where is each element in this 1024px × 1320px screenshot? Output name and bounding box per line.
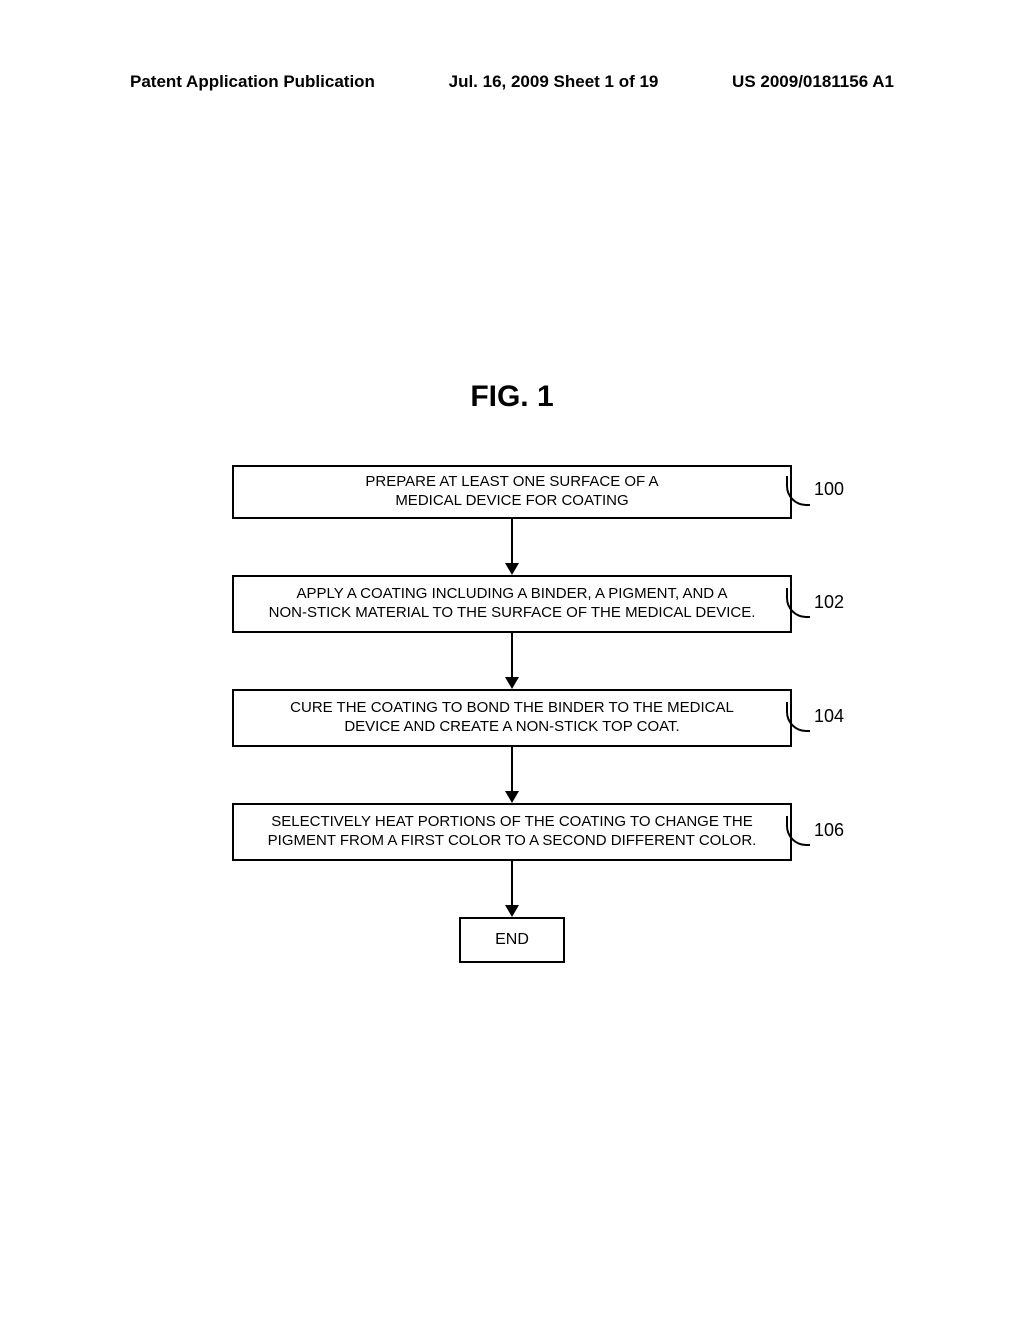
flowchart-container: PREPARE AT LEAST ONE SURFACE OF AMEDICAL… xyxy=(0,465,1024,963)
arrow-down-icon xyxy=(505,861,519,917)
flowchart-step: SELECTIVELY HEAT PORTIONS OF THE COATING… xyxy=(102,803,922,861)
reference-number: 104 xyxy=(814,706,844,727)
step-box: SELECTIVELY HEAT PORTIONS OF THE COATING… xyxy=(232,803,792,861)
reference-callout: 102 xyxy=(786,598,844,619)
arrow-down-icon xyxy=(505,747,519,803)
header-right: US 2009/0181156 A1 xyxy=(732,72,894,92)
flowchart-step: PREPARE AT LEAST ONE SURFACE OF AMEDICAL… xyxy=(102,465,922,519)
step-text-line: PREPARE AT LEAST ONE SURFACE OF A xyxy=(246,473,778,492)
step-box: APPLY A COATING INCLUDING A BINDER, A PI… xyxy=(232,575,792,633)
arrow-down-icon xyxy=(505,633,519,689)
header-left: Patent Application Publication xyxy=(130,72,375,92)
figure-title: FIG. 1 xyxy=(0,380,1024,414)
end-box: END xyxy=(459,917,565,963)
callout-curve-icon xyxy=(786,476,810,506)
reference-callout: 106 xyxy=(786,826,844,847)
flowchart-step: CURE THE COATING TO BOND THE BINDER TO T… xyxy=(102,689,922,747)
step-text-line: PIGMENT FROM A FIRST COLOR TO A SECOND D… xyxy=(246,832,778,851)
step-text-line: APPLY A COATING INCLUDING A BINDER, A PI… xyxy=(246,585,778,604)
reference-number: 106 xyxy=(814,820,844,841)
step-text-line: NON-STICK MATERIAL TO THE SURFACE OF THE… xyxy=(246,604,778,623)
step-text-line: SELECTIVELY HEAT PORTIONS OF THE COATING… xyxy=(246,813,778,832)
reference-callout: 100 xyxy=(786,485,844,506)
reference-callout: 104 xyxy=(786,712,844,733)
callout-curve-icon xyxy=(786,588,810,618)
step-box: PREPARE AT LEAST ONE SURFACE OF AMEDICAL… xyxy=(232,465,792,519)
step-text-line: MEDICAL DEVICE FOR COATING xyxy=(246,492,778,511)
callout-curve-icon xyxy=(786,702,810,732)
reference-number: 100 xyxy=(814,479,844,500)
flowchart-step: APPLY A COATING INCLUDING A BINDER, A PI… xyxy=(102,575,922,633)
header-center: Jul. 16, 2009 Sheet 1 of 19 xyxy=(449,72,659,92)
callout-curve-icon xyxy=(786,816,810,846)
step-text-line: CURE THE COATING TO BOND THE BINDER TO T… xyxy=(246,699,778,718)
reference-number: 102 xyxy=(814,592,844,613)
step-box: CURE THE COATING TO BOND THE BINDER TO T… xyxy=(232,689,792,747)
step-text-line: DEVICE AND CREATE A NON-STICK TOP COAT. xyxy=(246,718,778,737)
arrow-down-icon xyxy=(505,519,519,575)
page-header: Patent Application Publication Jul. 16, … xyxy=(0,72,1024,92)
flowchart-end: END xyxy=(459,917,565,963)
